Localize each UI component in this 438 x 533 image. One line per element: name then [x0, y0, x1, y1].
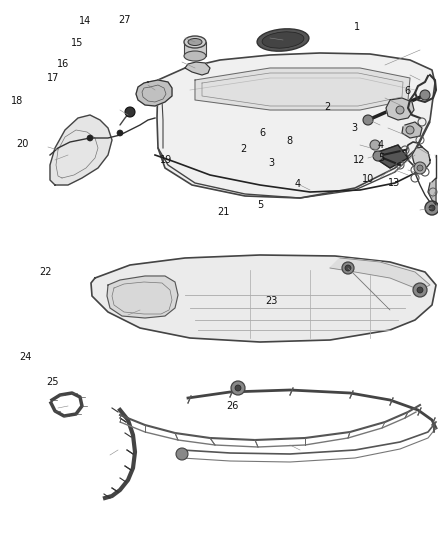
Circle shape	[117, 130, 123, 136]
Polygon shape	[402, 122, 422, 138]
Text: 26: 26	[226, 401, 238, 411]
Circle shape	[417, 165, 423, 171]
Circle shape	[417, 287, 423, 293]
Circle shape	[414, 162, 426, 174]
Text: 20: 20	[17, 139, 29, 149]
Ellipse shape	[184, 36, 206, 48]
Text: 12: 12	[353, 155, 365, 165]
Text: 25: 25	[46, 377, 59, 386]
Text: 6: 6	[260, 128, 266, 138]
Text: 3: 3	[352, 123, 358, 133]
Polygon shape	[91, 255, 436, 342]
Circle shape	[413, 283, 427, 297]
Polygon shape	[195, 68, 410, 110]
Polygon shape	[107, 276, 178, 318]
Polygon shape	[375, 145, 408, 168]
Text: 23: 23	[265, 296, 278, 306]
Ellipse shape	[257, 29, 309, 51]
Text: 10: 10	[362, 174, 374, 183]
Text: 15: 15	[71, 38, 83, 47]
Text: 4: 4	[378, 140, 384, 150]
Text: 24: 24	[19, 352, 32, 362]
Polygon shape	[412, 147, 430, 168]
Text: 5: 5	[378, 154, 384, 163]
Circle shape	[406, 126, 414, 134]
Text: 8: 8	[286, 136, 292, 146]
Text: 2: 2	[325, 102, 331, 111]
Circle shape	[345, 265, 351, 271]
Circle shape	[420, 90, 430, 100]
Polygon shape	[50, 115, 112, 185]
Text: 19: 19	[160, 155, 173, 165]
Text: 2: 2	[240, 144, 246, 154]
Circle shape	[396, 106, 404, 114]
Circle shape	[176, 448, 188, 460]
Polygon shape	[157, 53, 435, 198]
Text: 4: 4	[295, 179, 301, 189]
Text: 27: 27	[119, 15, 131, 25]
Text: 18: 18	[11, 96, 24, 106]
Text: 14: 14	[79, 17, 92, 26]
Text: 16: 16	[57, 59, 70, 69]
Ellipse shape	[188, 38, 202, 45]
Polygon shape	[330, 258, 430, 290]
Polygon shape	[185, 62, 210, 75]
Polygon shape	[136, 80, 172, 106]
Circle shape	[429, 205, 435, 211]
Circle shape	[373, 151, 383, 161]
Polygon shape	[184, 42, 206, 56]
Circle shape	[235, 385, 241, 391]
Text: 3: 3	[268, 158, 275, 167]
Polygon shape	[386, 98, 414, 120]
Circle shape	[342, 262, 354, 274]
Circle shape	[425, 201, 438, 215]
Text: 5: 5	[258, 200, 264, 210]
Circle shape	[231, 381, 245, 395]
Text: 1: 1	[354, 22, 360, 31]
Text: 6: 6	[404, 86, 410, 95]
Circle shape	[370, 140, 380, 150]
Text: 17: 17	[47, 74, 60, 83]
Text: 22: 22	[40, 267, 52, 277]
Circle shape	[87, 135, 93, 141]
Ellipse shape	[262, 32, 304, 48]
Circle shape	[363, 115, 373, 125]
Polygon shape	[428, 178, 436, 205]
Text: 13: 13	[388, 178, 400, 188]
Circle shape	[125, 107, 135, 117]
Text: 21: 21	[217, 207, 230, 217]
Ellipse shape	[184, 51, 206, 61]
